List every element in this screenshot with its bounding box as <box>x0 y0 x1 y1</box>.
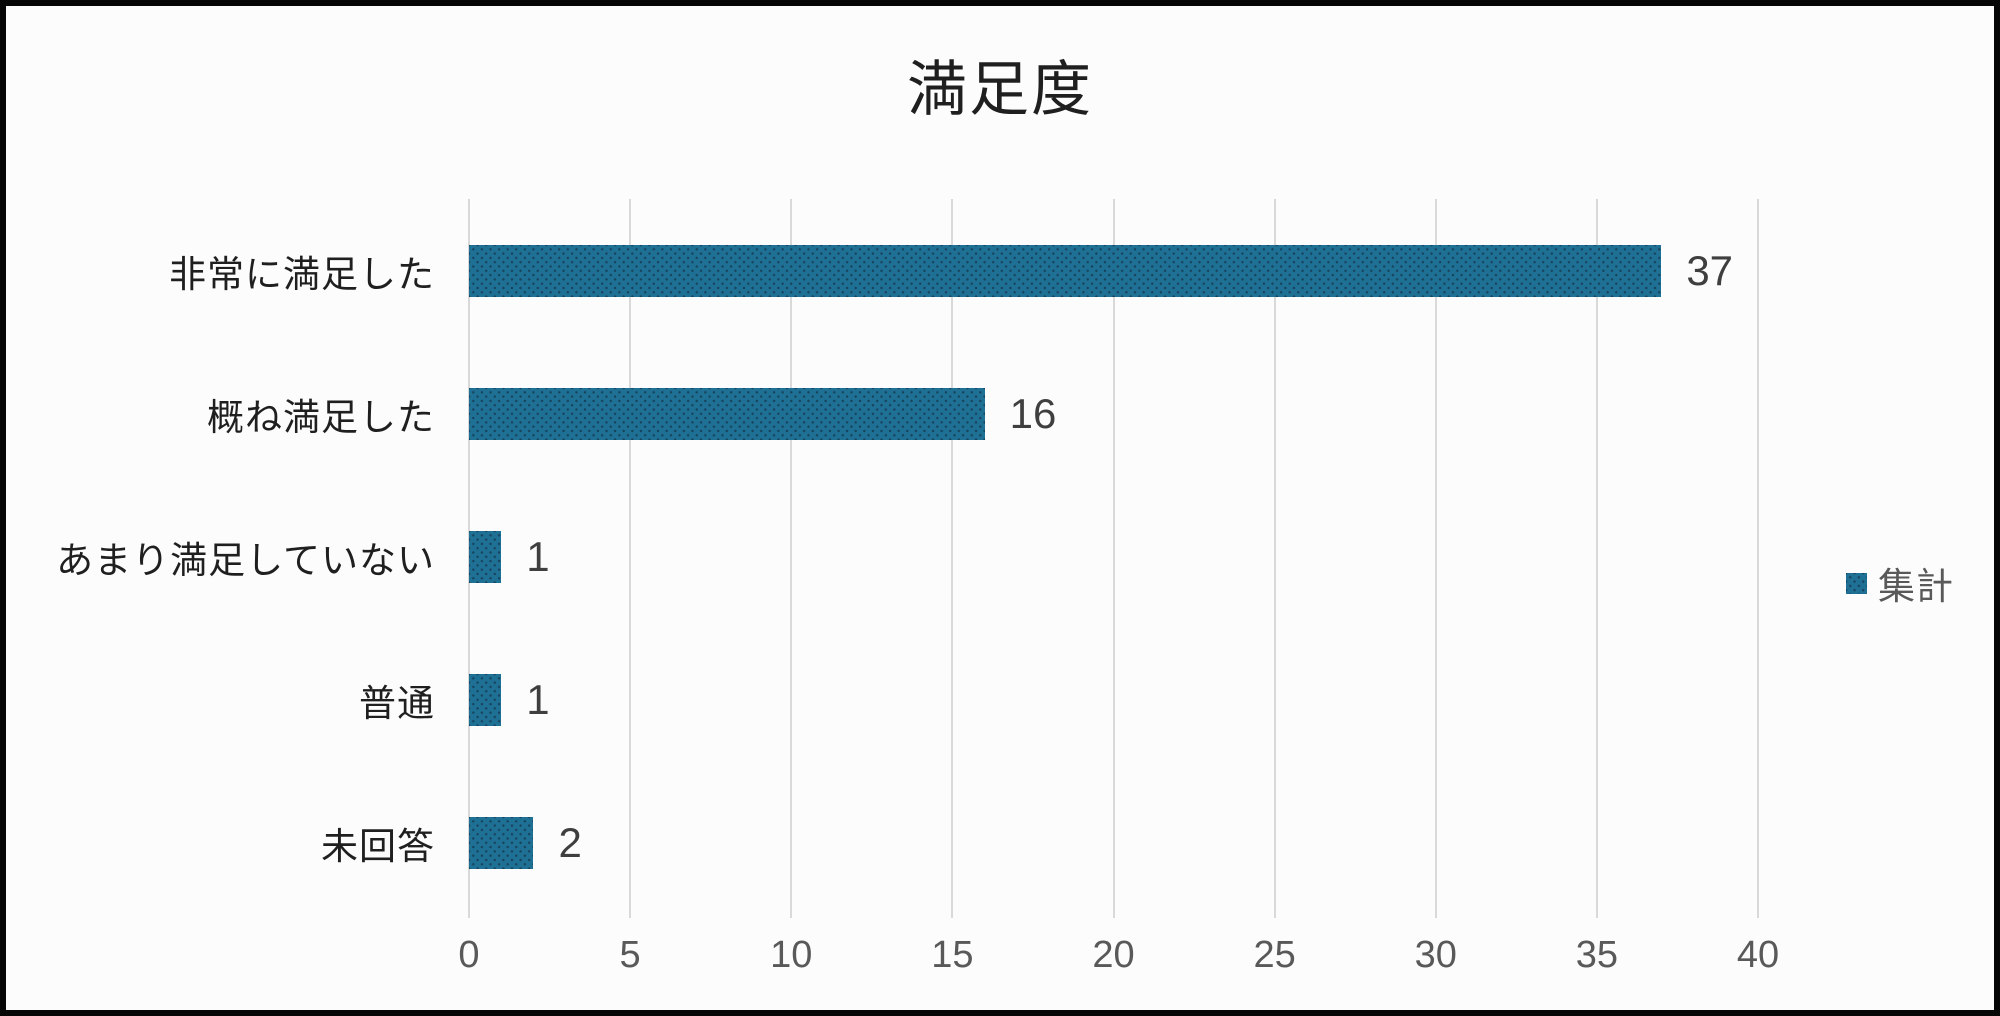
category-label: あまり満足していない <box>56 539 435 581</box>
value-label: 37 <box>1686 246 1734 294</box>
plot-area: 非常に満足した 37 概ね満足した 16 あまり満足していない 1 普通 1 未回答 2 <box>56 199 1759 918</box>
value-label: 16 <box>1009 389 1057 437</box>
bar <box>469 673 502 726</box>
x-axis: 0 5 10 15 20 25 30 35 40 <box>458 934 1779 982</box>
gridline <box>1595 199 1598 918</box>
x-tick-label: 15 <box>931 934 974 976</box>
bar-row: 未回答 2 <box>321 771 1758 914</box>
category-label: 非常に満足した <box>169 253 435 295</box>
category-label: 未回答 <box>321 825 435 867</box>
x-tick-label: 5 <box>619 934 641 976</box>
x-tick-label: 40 <box>1736 934 1780 976</box>
gridline <box>1273 199 1276 918</box>
gridline <box>1112 199 1115 918</box>
bar <box>469 244 1662 297</box>
legend-swatch-icon <box>1846 572 1867 594</box>
category-label: 概ね満足した <box>207 396 435 438</box>
x-tick-label: 30 <box>1414 934 1457 976</box>
gridline <box>951 199 954 918</box>
gridline <box>790 199 793 918</box>
bar <box>469 816 534 869</box>
bar <box>469 387 985 440</box>
x-tick-label: 0 <box>458 934 480 976</box>
gridline <box>629 199 632 918</box>
legend: 集計 <box>1846 562 1954 607</box>
bar-row: あまり満足していない 1 <box>56 485 1758 628</box>
bar-rows: 非常に満足した 37 概ね満足した 16 あまり満足していない 1 普通 1 未回答 2 <box>56 199 1758 914</box>
bar-row: 非常に満足した 37 <box>169 199 1758 342</box>
chart-title: 満足度 <box>907 56 1093 123</box>
bar-row: 概ね満足した 16 <box>207 342 1758 485</box>
gridline <box>1434 199 1437 918</box>
gridline <box>1757 199 1759 918</box>
x-tick-label: 35 <box>1575 934 1619 976</box>
x-tick-label: 25 <box>1253 934 1296 976</box>
bar <box>469 530 502 583</box>
value-label: 1 <box>526 675 550 723</box>
bar-row: 普通 1 <box>359 628 1758 771</box>
x-tick-label: 10 <box>770 934 813 976</box>
value-label: 2 <box>558 818 582 866</box>
value-label: 1 <box>526 532 550 580</box>
category-label: 普通 <box>359 682 435 724</box>
legend-label: 集計 <box>1878 566 1954 607</box>
x-tick-label: 20 <box>1092 934 1135 976</box>
